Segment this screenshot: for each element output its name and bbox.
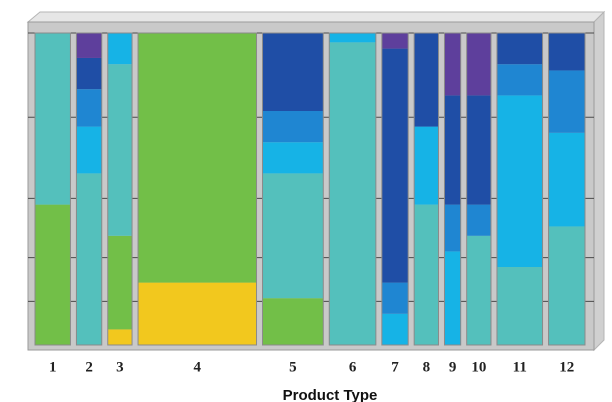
segment	[548, 226, 585, 345]
segment	[262, 173, 324, 299]
segment	[496, 64, 543, 96]
column-outline	[328, 32, 377, 346]
column	[34, 32, 71, 346]
segment	[496, 95, 543, 268]
segment	[138, 282, 257, 345]
segment	[262, 298, 324, 345]
segment	[76, 89, 102, 127]
column-outline	[381, 32, 409, 346]
column	[107, 32, 133, 346]
column	[262, 32, 324, 346]
segment	[262, 111, 324, 143]
segment	[329, 42, 376, 346]
x-tick-label: 11	[513, 359, 527, 375]
segment	[76, 57, 102, 90]
segment	[548, 70, 585, 133]
segment	[107, 33, 133, 65]
segment	[548, 33, 585, 71]
column	[328, 32, 377, 346]
segment	[262, 33, 324, 111]
segment	[381, 33, 409, 49]
column	[381, 32, 409, 346]
column	[75, 32, 103, 346]
column-outline	[466, 32, 492, 346]
segment	[466, 204, 491, 236]
segment	[107, 235, 133, 330]
column-outline	[262, 32, 324, 346]
column-outline	[443, 32, 462, 346]
column-outline	[107, 32, 133, 346]
column-outline	[137, 32, 258, 346]
column-outline	[75, 32, 103, 346]
segment	[444, 33, 461, 96]
column	[466, 32, 492, 346]
segment	[414, 33, 439, 127]
segment	[35, 204, 71, 345]
x-tick-label: 9	[449, 359, 457, 375]
segment	[262, 142, 324, 174]
panel-side	[593, 10, 605, 352]
x-tick-label: 2	[85, 359, 93, 375]
x-tick-label: 8	[423, 359, 431, 375]
segment	[107, 64, 133, 236]
segment	[35, 33, 71, 205]
segment	[444, 251, 461, 345]
segment	[444, 95, 461, 205]
segment	[466, 95, 491, 205]
column-outline	[496, 32, 544, 346]
segment	[414, 126, 439, 205]
segment	[381, 313, 409, 345]
x-tick-label: 6	[349, 359, 357, 375]
column-outline	[413, 32, 439, 346]
segment	[381, 282, 409, 314]
segment	[444, 204, 461, 252]
x-tick-label: 3	[116, 359, 124, 375]
x-tick-label: 5	[289, 359, 297, 375]
segment	[414, 204, 439, 345]
column	[548, 32, 586, 346]
segment	[496, 267, 543, 345]
segment	[548, 132, 585, 227]
segment	[381, 48, 409, 283]
segment	[496, 33, 543, 65]
column-outline	[34, 32, 71, 346]
column-outline	[548, 32, 586, 346]
columns	[34, 32, 586, 346]
x-tick-label: 12	[559, 359, 574, 375]
column	[443, 32, 462, 346]
segment	[466, 33, 491, 96]
segment	[138, 33, 257, 283]
segment	[329, 33, 376, 43]
x-tick-label: 1	[49, 359, 57, 375]
column	[496, 32, 544, 346]
segment	[466, 235, 491, 345]
segment	[107, 329, 133, 345]
panel-top	[26, 11, 606, 23]
x-tick-label: 4	[194, 359, 202, 375]
column	[413, 32, 439, 346]
x-labels: 1 2 3 4 5 6 7 8 9 10 11 12	[49, 359, 574, 375]
segment	[76, 33, 102, 58]
x-axis-title: Product Type	[283, 387, 378, 402]
x-tick-label: 10	[471, 359, 486, 375]
segment	[76, 126, 102, 174]
segment	[76, 173, 102, 345]
x-tick-label: 7	[391, 359, 399, 375]
column	[137, 32, 258, 346]
